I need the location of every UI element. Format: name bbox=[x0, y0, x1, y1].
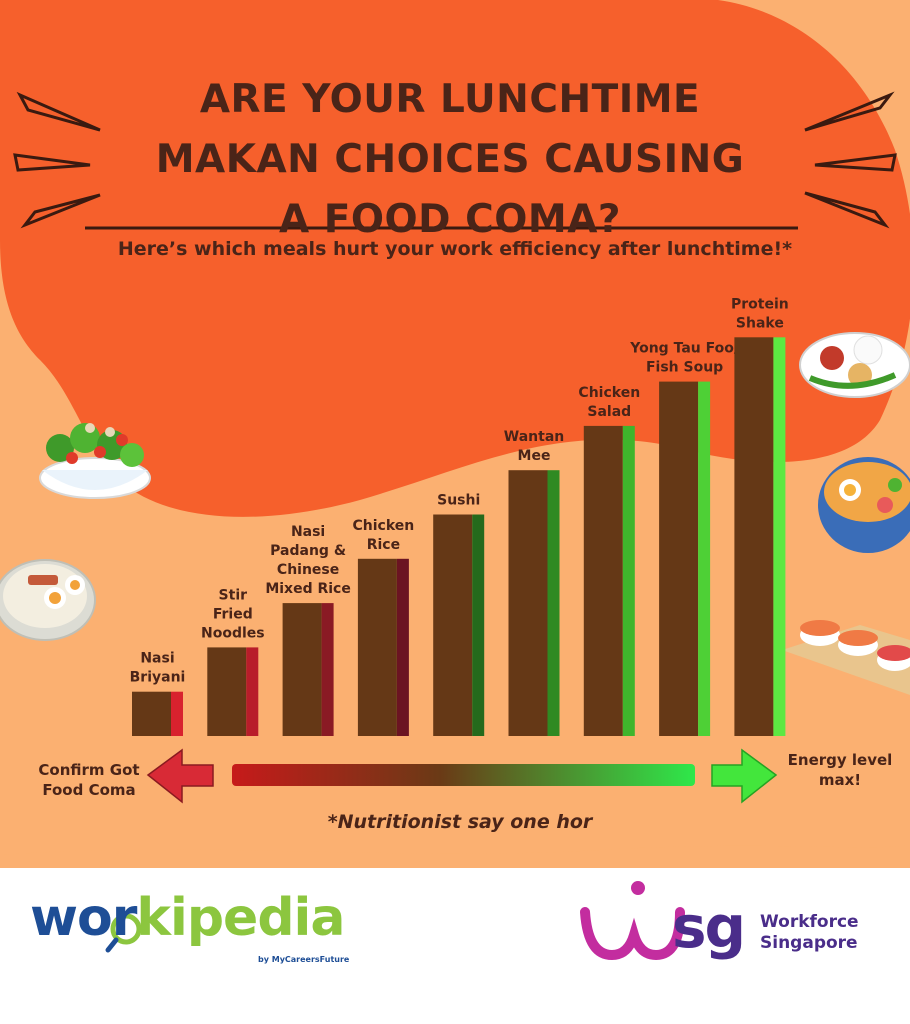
bar-label-3: Nasi Padang & Chinese Mixed Rice bbox=[265, 524, 351, 597]
wsg-name: Workforce Singapore bbox=[760, 912, 859, 953]
bar-9 bbox=[734, 337, 774, 736]
bar-2 bbox=[207, 647, 247, 736]
footnote: *Nutritionist say one hor bbox=[327, 811, 593, 833]
bar-label-9: Protein Shake bbox=[731, 296, 789, 331]
energy-gradient-bar bbox=[232, 764, 695, 786]
bar-5 bbox=[433, 514, 473, 736]
bar-stripe-9 bbox=[773, 337, 786, 736]
right-sparkles bbox=[804, 91, 897, 229]
bar-label-6: Wantan Mee bbox=[504, 429, 564, 464]
wsg-sg-text: sg bbox=[672, 893, 746, 961]
salad-bowl-image bbox=[39, 423, 151, 499]
bar-1 bbox=[132, 691, 171, 736]
page-title: ARE YOUR LUNCHTIME MAKAN CHOICES CAUSING… bbox=[100, 70, 800, 250]
nasi-lemak-plate-image bbox=[799, 332, 910, 398]
magnifier-icon bbox=[105, 913, 142, 953]
bar-label-5: Sushi bbox=[437, 493, 480, 509]
bar-7 bbox=[583, 425, 623, 736]
workipedia-logo: workipedia bbox=[30, 888, 345, 948]
bar-stripe-2 bbox=[246, 647, 259, 736]
page-subtitle: Here’s which meals hurt your work effici… bbox=[117, 238, 793, 260]
title-line-1: ARE YOUR LUNCHTIME bbox=[199, 77, 701, 122]
bar-stripe-6 bbox=[547, 470, 560, 736]
wsg-logo-mark bbox=[580, 881, 685, 961]
bar-stripe-7 bbox=[622, 425, 635, 736]
bar-label-1: Nasi Briyani bbox=[130, 651, 186, 686]
bar-stripe-5 bbox=[472, 514, 485, 736]
bar-label-2: Stir Fried Noodles bbox=[201, 587, 265, 641]
title-line-3: A FOOD COMA? bbox=[278, 197, 622, 242]
bar-stripe-4 bbox=[396, 558, 409, 736]
bar-4 bbox=[357, 558, 397, 736]
bar-label-8: Yong Tau Foo/Fish Soup bbox=[629, 341, 740, 376]
bar-8 bbox=[659, 381, 699, 736]
bar-6 bbox=[508, 470, 548, 736]
bar-label-4: Chicken Rice bbox=[353, 518, 415, 553]
energy-max-label: Energy level max! bbox=[787, 751, 893, 789]
wave-edge bbox=[0, 845, 910, 870]
noodle-bowl-image bbox=[0, 559, 96, 641]
bar-stripe-3 bbox=[321, 603, 334, 736]
right-green-arrow bbox=[711, 748, 778, 804]
left-red-arrow bbox=[146, 748, 214, 804]
sushi-board-image bbox=[782, 620, 910, 695]
bar-3 bbox=[282, 603, 322, 736]
bar-stripe-8 bbox=[698, 381, 711, 736]
laksa-bowl-image bbox=[818, 457, 910, 553]
title-line-2: MAKAN CHOICES CAUSING bbox=[155, 137, 745, 182]
bar-label-7: Chicken Salad bbox=[578, 385, 640, 420]
food-coma-label: Confirm Got Food Coma bbox=[38, 761, 140, 799]
left-sparkles bbox=[13, 91, 101, 229]
bar-stripe-1 bbox=[171, 691, 183, 736]
workipedia-byline: by MyCareersFuture bbox=[258, 955, 350, 964]
